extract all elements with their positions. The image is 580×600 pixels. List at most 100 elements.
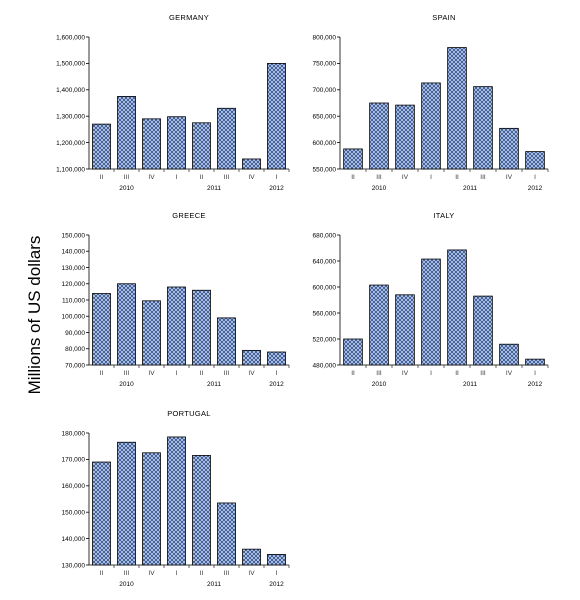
bar-italy-4	[421, 258, 441, 366]
x-tick-label: II	[100, 370, 104, 377]
panel-italy: ITALY 480,000 520,000 560,000 600,000 640,000…	[313, 211, 549, 388]
x-tick-label: III	[224, 174, 230, 181]
y-tick-label: 560,000	[313, 310, 337, 317]
bar-spain-3	[395, 104, 415, 170]
x-tick-label: IV	[148, 370, 155, 377]
x-tick-label: IV	[248, 370, 255, 377]
panel-spain: SPAIN 550,000 600,000 650,000 700,000 750,000…	[313, 13, 549, 192]
bar-germany-2	[117, 96, 136, 170]
y-tick-label: 1,400,000	[56, 87, 85, 94]
y-tick-label: 550,000	[313, 166, 337, 173]
year-label: 2012	[528, 381, 543, 388]
bar-spain-2	[369, 102, 389, 170]
x-tick-label: II	[200, 570, 204, 577]
x-tick-label: I	[176, 370, 178, 377]
x-tick-label: I	[276, 370, 278, 377]
x-tick-label: III	[224, 370, 230, 377]
x-tick-label: II	[351, 370, 355, 377]
bar-italy-3	[395, 294, 415, 366]
bar-greece-7	[242, 349, 261, 366]
bar-greece-3	[142, 300, 161, 366]
bar-spain-4	[421, 82, 441, 170]
bar-greece-4	[167, 286, 186, 366]
bar-portugal-8	[267, 554, 286, 566]
x-tick-label: III	[124, 370, 130, 377]
x-tick-label: I	[276, 174, 278, 181]
panel-title-germany: GERMANY	[169, 13, 209, 22]
y-tick-label: 750,000	[313, 61, 337, 68]
x-tick-label: III	[376, 174, 382, 181]
y-tick-label: 1,500,000	[56, 61, 85, 68]
y-tick-label: 140,000	[62, 249, 86, 256]
panel-title-greece: GREECE	[172, 211, 205, 220]
y-tick-label: 650,000	[313, 114, 337, 121]
x-tick-label: I	[430, 370, 432, 377]
y-tick-label: 480,000	[313, 362, 337, 369]
y-tick-label: 680,000	[313, 232, 337, 239]
x-tick-label: IV	[148, 174, 155, 181]
x-tick-label: IV	[402, 370, 409, 377]
y-tick-label: 140,000	[62, 536, 86, 543]
x-tick-label: II	[351, 174, 355, 181]
year-label: 2010	[119, 581, 134, 588]
bar-germany-4	[167, 116, 186, 170]
x-tick-label: I	[276, 570, 278, 577]
x-tick-label: IV	[506, 174, 513, 181]
y-tick-label: 90,000	[65, 330, 85, 337]
x-tick-label: I	[534, 174, 536, 181]
bar-greece-5	[192, 289, 211, 366]
year-label: 2011	[463, 185, 477, 192]
bar-italy-8	[525, 358, 545, 366]
year-label: 2012	[528, 185, 543, 192]
bar-italy-7	[499, 343, 519, 366]
year-label: 2011	[463, 381, 477, 388]
x-tick-label: II	[455, 370, 459, 377]
y-tick-label: 600,000	[313, 140, 337, 147]
x-tick-label: IV	[402, 174, 409, 181]
year-label: 2011	[207, 381, 221, 388]
bar-italy-2	[369, 284, 389, 366]
year-label: 2012	[269, 185, 284, 192]
bar-germany-6	[217, 107, 236, 170]
year-label: 2012	[269, 381, 284, 388]
x-tick-label: IV	[148, 570, 155, 577]
bar-italy-6	[473, 295, 493, 366]
bar-greece-2	[117, 283, 136, 366]
x-tick-label: II	[200, 370, 204, 377]
y-tick-label: 170,000	[62, 457, 86, 464]
panel-title-italy: ITALY	[433, 211, 454, 220]
bar-italy-5	[447, 249, 467, 366]
y-tick-label: 100,000	[62, 314, 86, 321]
bar-germany-3	[142, 118, 161, 170]
year-label: 2010	[119, 185, 134, 192]
y-tick-label: 800,000	[313, 34, 337, 41]
x-tick-label: I	[534, 370, 536, 377]
year-label: 2012	[269, 581, 284, 588]
y-tick-label: 1,200,000	[56, 140, 85, 147]
y-tick-label: 1,100,000	[56, 166, 85, 173]
x-tick-label: II	[100, 174, 104, 181]
y-tick-label: 1,600,000	[56, 34, 85, 41]
y-tick-label: 160,000	[62, 483, 86, 490]
x-tick-label: III	[376, 370, 382, 377]
y-tick-label: 640,000	[313, 258, 337, 265]
bar-spain-5	[447, 47, 467, 170]
y-tick-label: 150,000	[62, 510, 86, 517]
bar-spain-8	[525, 151, 545, 170]
x-tick-label: III	[124, 570, 130, 577]
bar-spain-1	[343, 148, 363, 170]
year-label: 2011	[207, 581, 221, 588]
year-label: 2010	[372, 381, 387, 388]
figure-y-axis-label: Millions of US dollars	[25, 236, 44, 395]
x-tick-label: I	[430, 174, 432, 181]
x-tick-label: II	[455, 174, 459, 181]
year-label: 2011	[207, 185, 221, 192]
y-tick-label: 1,300,000	[56, 114, 85, 121]
year-label: 2010	[119, 381, 134, 388]
x-tick-label: III	[480, 370, 486, 377]
panel-germany: GERMANY 1,100,000 1,200,000 1,300,000 1,400,…	[56, 13, 290, 192]
bar-portugal-5	[192, 455, 211, 566]
panel-greece: GREECE 70,000 80,000 90,000 100,000 110,000 12…	[62, 211, 290, 388]
y-tick-label: 80,000	[65, 346, 85, 353]
y-tick-label: 700,000	[313, 87, 337, 94]
